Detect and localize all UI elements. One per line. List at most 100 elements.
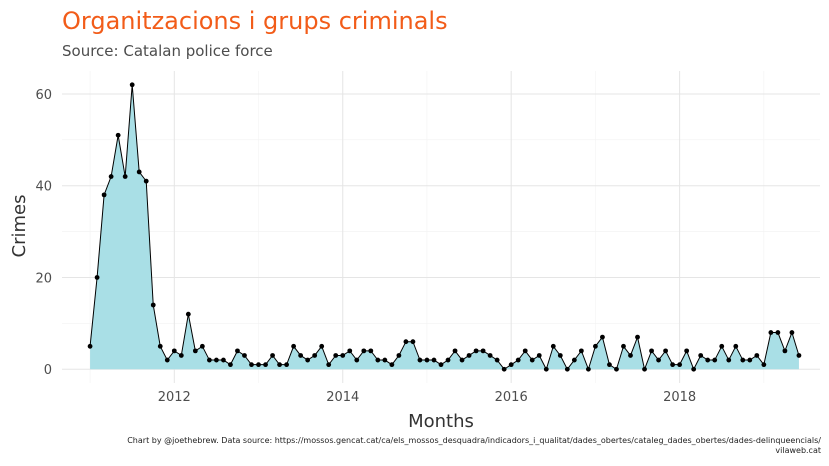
data-point bbox=[403, 339, 409, 345]
data-point bbox=[684, 348, 690, 354]
data-point bbox=[263, 362, 268, 368]
data-point bbox=[150, 302, 156, 308]
data-point bbox=[214, 357, 219, 363]
data-point bbox=[305, 357, 311, 363]
caption-source: Chart by @joethebrew. Data source: https… bbox=[127, 436, 821, 445]
data-point bbox=[270, 353, 275, 358]
data-point bbox=[473, 348, 479, 354]
data-point bbox=[94, 275, 100, 280]
data-point bbox=[593, 343, 598, 349]
data-point bbox=[206, 357, 212, 363]
data-point bbox=[389, 362, 395, 368]
data-point bbox=[375, 357, 381, 363]
data-point bbox=[761, 362, 767, 368]
data-point bbox=[536, 353, 542, 358]
data-point bbox=[221, 357, 226, 363]
data-point bbox=[522, 348, 528, 354]
data-point bbox=[319, 343, 325, 349]
data-point bbox=[164, 357, 170, 363]
data-point bbox=[754, 353, 760, 358]
data-point bbox=[333, 353, 339, 358]
data-point bbox=[487, 353, 493, 358]
data-point bbox=[459, 357, 465, 363]
data-point bbox=[178, 353, 184, 358]
x-axis-title: Months bbox=[408, 411, 474, 432]
y-axis-ticks: 0 20 40 60 bbox=[35, 88, 52, 378]
data-point bbox=[466, 353, 472, 358]
data-point bbox=[543, 366, 549, 372]
data-point bbox=[199, 343, 205, 349]
data-point bbox=[564, 366, 570, 372]
data-point bbox=[185, 311, 191, 317]
series-line bbox=[89, 84, 800, 371]
data-point bbox=[438, 362, 444, 368]
data-point bbox=[571, 357, 577, 363]
data-point bbox=[515, 357, 521, 363]
data-point bbox=[740, 357, 746, 363]
chart-subtitle: Source: Catalan police force bbox=[62, 42, 273, 60]
data-point bbox=[712, 357, 718, 363]
data-point bbox=[396, 353, 402, 358]
data-point bbox=[431, 357, 437, 363]
y-axis-title: Crimes bbox=[9, 195, 30, 258]
data-point bbox=[122, 174, 128, 179]
caption-site: vilaweb.cat bbox=[775, 446, 821, 455]
data-point bbox=[796, 353, 802, 358]
data-point bbox=[312, 353, 318, 358]
data-point bbox=[621, 343, 626, 349]
data-point bbox=[607, 362, 612, 368]
data-point bbox=[529, 357, 535, 363]
data-point bbox=[635, 334, 640, 340]
data-point bbox=[670, 362, 676, 368]
data-point bbox=[368, 348, 374, 354]
data-point bbox=[719, 343, 725, 349]
data-point bbox=[733, 343, 739, 349]
data-point bbox=[747, 357, 753, 363]
data-point bbox=[550, 343, 556, 349]
data-point bbox=[354, 357, 360, 363]
data-point bbox=[480, 348, 486, 354]
data-point bbox=[508, 362, 514, 368]
data-point bbox=[277, 362, 282, 368]
x-axis-ticks: 2012 2014 2016 2018 bbox=[158, 390, 696, 405]
data-point bbox=[691, 366, 697, 372]
data-point bbox=[642, 366, 647, 372]
y-tick-label: 20 bbox=[35, 271, 52, 286]
data-point bbox=[649, 348, 654, 354]
data-point bbox=[417, 357, 423, 363]
data-point bbox=[698, 353, 704, 358]
data-point bbox=[291, 343, 297, 349]
data-point bbox=[87, 343, 93, 349]
data-point bbox=[249, 362, 254, 368]
data-point bbox=[585, 366, 591, 372]
data-point bbox=[171, 348, 177, 354]
data-point bbox=[663, 348, 668, 354]
data-point bbox=[768, 330, 774, 335]
data-point bbox=[242, 353, 247, 358]
data-point bbox=[578, 348, 584, 354]
x-tick-label: 2012 bbox=[158, 390, 191, 405]
data-point bbox=[410, 339, 416, 345]
data-point bbox=[494, 357, 500, 363]
data-point bbox=[452, 348, 458, 354]
x-tick-label: 2016 bbox=[495, 390, 528, 405]
data-point bbox=[705, 357, 711, 363]
caption: Chart by @joethebrew. Data source: https… bbox=[127, 436, 821, 456]
data-point bbox=[115, 132, 121, 138]
data-point bbox=[628, 353, 633, 358]
data-point bbox=[157, 343, 163, 349]
data-point bbox=[284, 362, 289, 368]
grid-lines bbox=[62, 71, 820, 383]
data-point bbox=[129, 82, 135, 88]
y-tick-label: 40 bbox=[35, 180, 52, 195]
y-tick-label: 60 bbox=[35, 88, 52, 103]
data-point bbox=[136, 169, 142, 175]
data-point bbox=[501, 366, 507, 372]
data-point bbox=[775, 330, 781, 335]
data-point bbox=[382, 357, 388, 363]
data-point bbox=[101, 192, 107, 198]
data-point bbox=[789, 330, 795, 335]
data-point bbox=[298, 353, 304, 358]
data-point bbox=[235, 348, 240, 354]
data-point bbox=[782, 348, 788, 354]
